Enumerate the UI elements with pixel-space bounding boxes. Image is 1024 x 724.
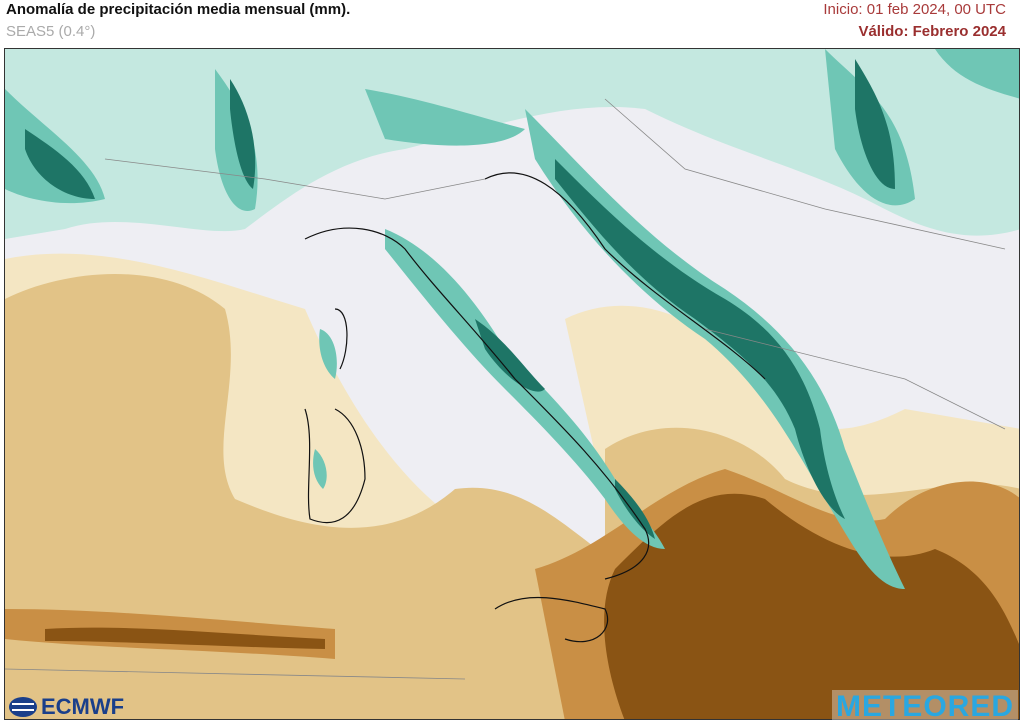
wet-dark-adriatic: [555, 159, 845, 519]
ecmwf-label: ECMWF: [41, 694, 125, 719]
coastline: [304, 172, 766, 643]
ecmwf-emblem-icon: [9, 697, 37, 717]
wet-light-north: [5, 49, 1019, 239]
dry-dark-area: [604, 493, 1019, 719]
map-title: Anomalía de precipitación media mensual …: [6, 1, 351, 18]
dry-dark-strip: [45, 627, 325, 649]
precipitation-anomaly-map[interactable]: [4, 48, 1020, 720]
map-canvas: [5, 49, 1019, 719]
model-label: SEAS5 (0.4°): [6, 23, 96, 40]
wet-mid-north: [5, 49, 1019, 211]
dry-mid-area: [5, 274, 705, 719]
wet-dark-italy: [475, 319, 655, 539]
borders: [5, 98, 1006, 680]
init-date: Inicio: 01 feb 2024, 00 UTC: [823, 1, 1006, 18]
ecmwf-logo: ECMWF: [8, 694, 124, 720]
valid-period: Válido: Febrero 2024: [858, 23, 1006, 40]
meteored-logo: METEORED: [831, 690, 1018, 724]
wet-dark-north: [25, 59, 895, 199]
wet-mid-corsica-sardinia: [313, 329, 337, 489]
